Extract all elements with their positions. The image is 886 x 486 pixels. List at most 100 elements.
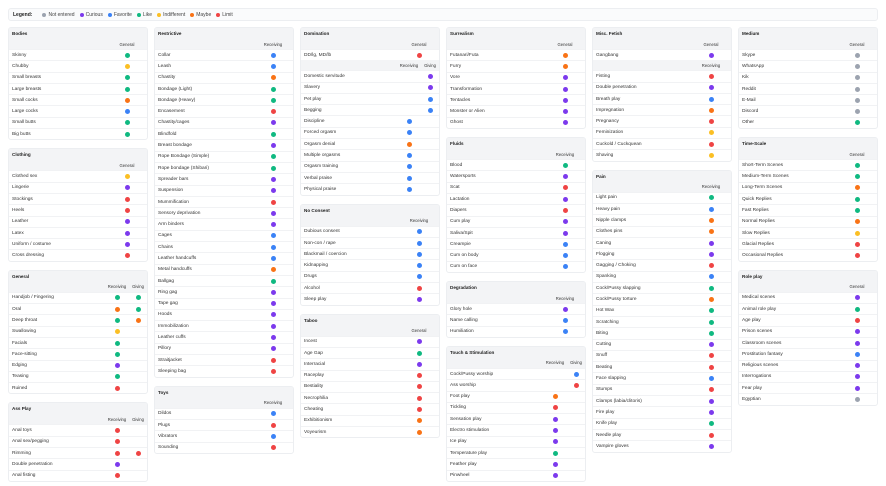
rating-cell-general[interactable] [399, 384, 439, 390]
rating-cell-giving[interactable] [129, 295, 147, 301]
rating-cell-receiving[interactable] [691, 240, 731, 246]
rating-cell-receiving[interactable] [545, 253, 585, 259]
rating-dot-icon[interactable] [114, 329, 120, 335]
rating-cell-general[interactable] [107, 109, 147, 115]
rating-cell-receiving[interactable] [691, 398, 731, 404]
rating-cell-general[interactable] [399, 407, 439, 413]
rating-dot-icon[interactable] [562, 317, 568, 323]
rating-dot-icon[interactable] [114, 450, 120, 456]
rating-dot-icon[interactable] [562, 241, 568, 247]
rating-dot-icon[interactable] [708, 308, 714, 314]
rating-cell-receiving[interactable] [691, 119, 731, 125]
rating-dot-icon[interactable] [562, 219, 568, 225]
rating-cell-receiving[interactable] [691, 251, 731, 257]
rating-dot-icon[interactable] [562, 264, 568, 270]
rating-cell-receiving[interactable] [253, 222, 293, 228]
rating-dot-icon[interactable] [114, 306, 120, 312]
rating-dot-icon[interactable] [406, 130, 412, 136]
rating-cell-general[interactable] [107, 196, 147, 202]
rating-cell-receiving[interactable] [105, 306, 129, 312]
rating-cell-receiving[interactable] [691, 308, 731, 314]
rating-dot-icon[interactable] [573, 371, 579, 377]
rating-cell-general[interactable] [107, 131, 147, 137]
rating-cell-giving[interactable] [129, 450, 147, 456]
rating-dot-icon[interactable] [854, 109, 860, 115]
rating-cell-general[interactable] [107, 207, 147, 213]
rating-cell-general[interactable] [107, 241, 147, 247]
rating-cell-general[interactable] [837, 219, 877, 225]
rating-dot-icon[interactable] [270, 86, 276, 92]
rating-dot-icon[interactable] [270, 75, 276, 81]
rating-cell-receiving[interactable] [545, 264, 585, 270]
rating-dot-icon[interactable] [406, 141, 412, 147]
rating-dot-icon[interactable] [114, 473, 120, 479]
rating-cell-receiving[interactable] [543, 439, 567, 445]
rating-cell-general[interactable] [837, 75, 877, 81]
rating-dot-icon[interactable] [135, 295, 141, 301]
rating-cell-general[interactable] [399, 350, 439, 356]
rating-dot-icon[interactable] [124, 241, 130, 247]
rating-cell-receiving[interactable] [253, 75, 293, 81]
rating-dot-icon[interactable] [406, 175, 412, 181]
rating-dot-icon[interactable] [270, 233, 276, 239]
rating-dot-icon[interactable] [416, 418, 422, 424]
rating-dot-icon[interactable] [270, 357, 276, 363]
rating-dot-icon[interactable] [708, 376, 714, 382]
rating-dot-icon[interactable] [854, 374, 860, 380]
rating-dot-icon[interactable] [854, 219, 860, 225]
rating-dot-icon[interactable] [270, 411, 276, 417]
rating-cell-general[interactable] [107, 185, 147, 191]
rating-dot-icon[interactable] [416, 296, 422, 302]
rating-cell-giving[interactable] [567, 382, 585, 388]
rating-cell-general[interactable] [837, 241, 877, 247]
rating-cell-giving[interactable] [421, 85, 439, 91]
rating-cell-receiving[interactable] [105, 329, 129, 335]
rating-dot-icon[interactable] [416, 339, 422, 345]
rating-dot-icon[interactable] [270, 131, 276, 137]
rating-cell-receiving[interactable] [543, 428, 567, 434]
rating-cell-general[interactable] [107, 75, 147, 81]
rating-dot-icon[interactable] [270, 301, 276, 307]
rating-dot-icon[interactable] [708, 52, 714, 58]
rating-cell-general[interactable] [545, 52, 585, 58]
rating-cell-general[interactable] [837, 97, 877, 103]
rating-dot-icon[interactable] [416, 407, 422, 413]
rating-cell-receiving[interactable] [253, 199, 293, 205]
rating-cell-receiving[interactable] [691, 263, 731, 269]
rating-cell-receiving[interactable] [253, 433, 293, 439]
rating-cell-receiving[interactable] [399, 263, 439, 269]
rating-dot-icon[interactable] [270, 244, 276, 250]
rating-dot-icon[interactable] [270, 199, 276, 205]
rating-cell-receiving[interactable] [253, 244, 293, 250]
rating-dot-icon[interactable] [552, 439, 558, 445]
rating-dot-icon[interactable] [708, 364, 714, 370]
rating-dot-icon[interactable] [124, 207, 130, 213]
rating-dot-icon[interactable] [562, 97, 568, 103]
rating-dot-icon[interactable] [708, 285, 714, 291]
rating-dot-icon[interactable] [124, 196, 130, 202]
rating-dot-icon[interactable] [562, 185, 568, 191]
rating-dot-icon[interactable] [708, 398, 714, 404]
rating-dot-icon[interactable] [854, 329, 860, 335]
rating-dot-icon[interactable] [124, 131, 130, 137]
rating-dot-icon[interactable] [854, 185, 860, 191]
rating-cell-general[interactable] [399, 373, 439, 379]
rating-dot-icon[interactable] [270, 97, 276, 103]
rating-cell-giving[interactable] [129, 306, 147, 312]
rating-dot-icon[interactable] [427, 96, 433, 102]
rating-dot-icon[interactable] [270, 255, 276, 261]
rating-cell-general[interactable] [545, 63, 585, 69]
rating-dot-icon[interactable] [708, 319, 714, 325]
rating-cell-receiving[interactable] [253, 165, 293, 171]
rating-cell-receiving[interactable] [253, 255, 293, 261]
rating-cell-receiving[interactable] [253, 278, 293, 284]
rating-cell-receiving[interactable] [545, 219, 585, 225]
rating-dot-icon[interactable] [416, 361, 422, 367]
rating-cell-giving[interactable] [567, 371, 585, 377]
rating-dot-icon[interactable] [406, 119, 412, 125]
rating-dot-icon[interactable] [854, 363, 860, 369]
rating-dot-icon[interactable] [114, 374, 120, 380]
rating-cell-receiving[interactable] [545, 174, 585, 180]
rating-dot-icon[interactable] [416, 429, 422, 435]
rating-cell-general[interactable] [837, 374, 877, 380]
